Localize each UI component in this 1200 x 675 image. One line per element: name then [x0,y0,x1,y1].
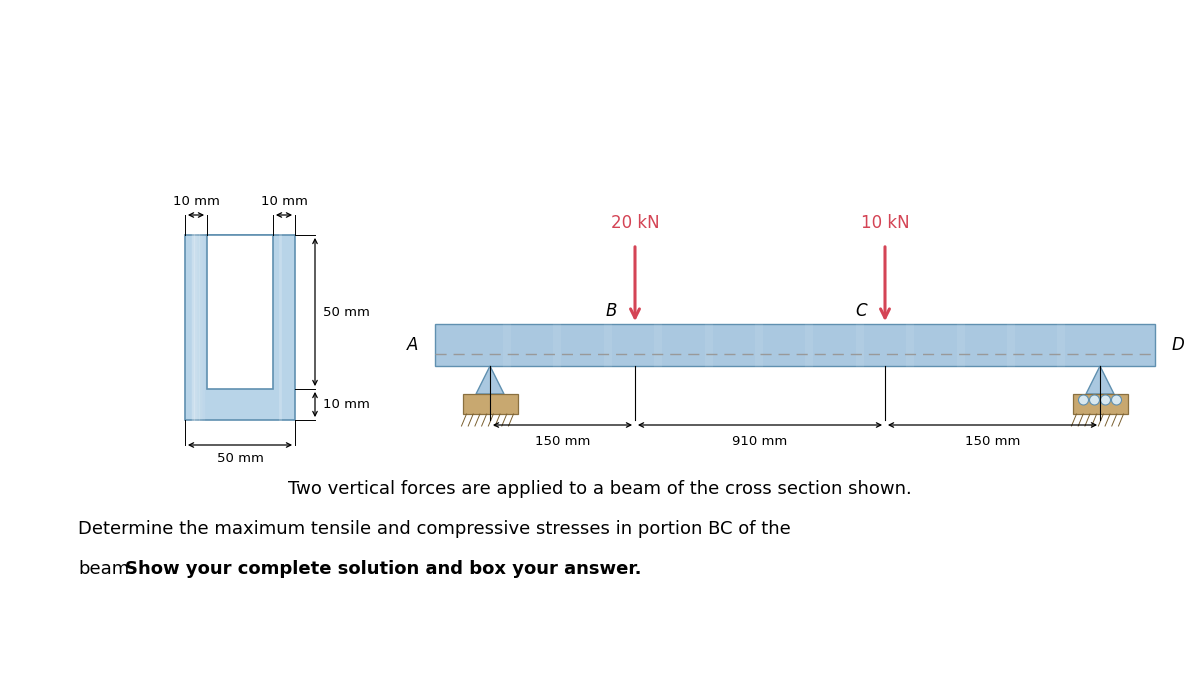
Text: 150 mm: 150 mm [965,435,1020,448]
Circle shape [1100,395,1110,405]
Text: Show your complete solution and box your answer.: Show your complete solution and box your… [125,560,641,578]
Text: D: D [1172,336,1184,354]
Circle shape [1090,395,1099,405]
Text: 150 mm: 150 mm [535,435,590,448]
Text: 10 mm: 10 mm [323,398,370,411]
Text: 10 kN: 10 kN [860,214,910,232]
Text: A: A [407,336,418,354]
Text: 10 mm: 10 mm [173,195,220,208]
Bar [208,235,274,389]
Polygon shape [476,366,504,394]
Text: Two vertical forces are applied to a beam of the cross section shown.: Two vertical forces are applied to a bea… [288,480,912,498]
Text: 50 mm: 50 mm [216,452,264,465]
Text: C: C [856,302,866,320]
Polygon shape [1086,366,1114,394]
Text: 20 kN: 20 kN [611,214,659,232]
Circle shape [1111,395,1122,405]
Circle shape [1079,395,1088,405]
Bar [434,324,1154,366]
Text: Determine the maximum tensile and compressive stresses in portion BC of the: Determine the maximum tensile and compre… [78,520,791,538]
Bar [462,394,517,414]
Text: beam.: beam. [78,560,134,578]
Bar [1073,394,1128,414]
Bar [185,235,295,420]
Text: 910 mm: 910 mm [732,435,787,448]
Text: 10 mm: 10 mm [260,195,307,208]
Text: B: B [606,302,617,320]
Text: 50 mm: 50 mm [323,306,370,319]
